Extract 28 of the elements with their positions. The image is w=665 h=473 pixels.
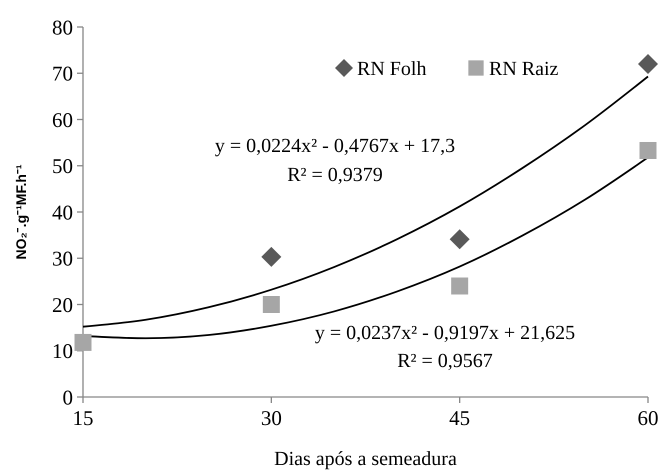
point [640, 142, 656, 159]
annotation: R² = 0,9379 [287, 164, 383, 186]
point [450, 229, 470, 250]
annotation: y = 0,0224x² - 0,4767x + 17,3 [214, 135, 456, 157]
y-axis-title: NO₂⁻.g⁻¹MF.h⁻¹ [13, 164, 29, 260]
y-tick-label: 0 [62, 385, 73, 410]
x-tick-label: 45 [449, 406, 470, 430]
x-tick-label: 15 [72, 406, 94, 430]
y-tick-label: 50 [52, 154, 73, 178]
y-tick-label: 20 [52, 292, 73, 317]
x-tick-label: 60 [638, 406, 658, 430]
y-tick-label: 80 [52, 15, 73, 40]
point [451, 278, 468, 294]
y-tick-label: 30 [52, 246, 73, 271]
y-tick-label: 40 [52, 200, 73, 224]
point [74, 334, 92, 351]
x-axis-title: Dias após a semeadura [274, 448, 457, 470]
y-tick-label: 70 [52, 62, 73, 86]
legend-label: RN Folh [357, 58, 426, 80]
annotation: y = 0,0237x² - 0,9197x + 21,625 [314, 322, 576, 344]
annotation: R² = 0,9567 [397, 350, 493, 372]
point [261, 246, 282, 267]
legend-label: RN Raiz [489, 58, 559, 80]
point [262, 296, 280, 313]
x-tick-label: 30 [260, 406, 282, 430]
y-tick-label: 60 [52, 108, 73, 132]
point [638, 54, 658, 74]
y-tick-label: 10 [52, 339, 73, 364]
